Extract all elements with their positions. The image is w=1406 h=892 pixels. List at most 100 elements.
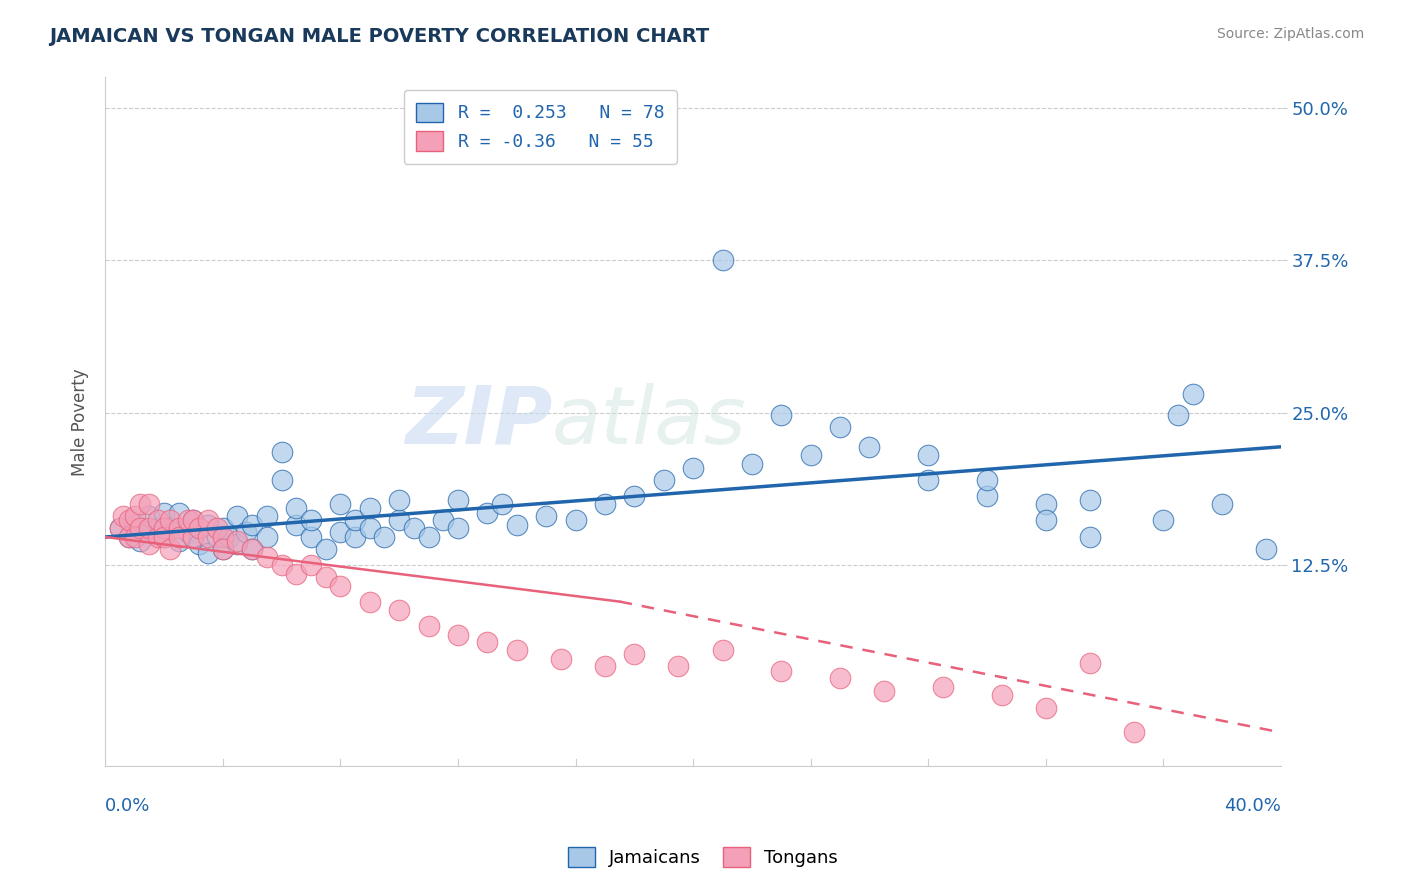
Point	[359, 521, 381, 535]
Point	[418, 619, 440, 633]
Point	[159, 513, 181, 527]
Point	[1211, 497, 1233, 511]
Point	[167, 521, 190, 535]
Point	[388, 493, 411, 508]
Point	[285, 517, 308, 532]
Point	[129, 497, 152, 511]
Point	[211, 521, 233, 535]
Point	[270, 444, 292, 458]
Point	[534, 509, 557, 524]
Point	[1035, 513, 1057, 527]
Point	[218, 530, 240, 544]
Point	[226, 537, 249, 551]
Point	[373, 530, 395, 544]
Point	[711, 643, 734, 657]
Point	[402, 521, 425, 535]
Point	[477, 506, 499, 520]
Point	[167, 506, 190, 520]
Point	[873, 683, 896, 698]
Point	[1256, 542, 1278, 557]
Point	[129, 533, 152, 548]
Point	[108, 521, 131, 535]
Text: atlas: atlas	[553, 383, 747, 461]
Point	[197, 513, 219, 527]
Point	[211, 542, 233, 557]
Point	[226, 509, 249, 524]
Legend: Jamaicans, Tongans: Jamaicans, Tongans	[561, 839, 845, 874]
Point	[138, 521, 160, 535]
Point	[256, 509, 278, 524]
Point	[159, 521, 181, 535]
Text: 40.0%: 40.0%	[1225, 797, 1281, 814]
Point	[990, 689, 1012, 703]
Point	[197, 530, 219, 544]
Point	[211, 530, 233, 544]
Point	[800, 448, 823, 462]
Point	[205, 521, 228, 535]
Point	[770, 664, 793, 678]
Point	[183, 530, 205, 544]
Point	[447, 627, 470, 641]
Point	[256, 549, 278, 564]
Point	[1167, 408, 1189, 422]
Point	[359, 594, 381, 608]
Point	[976, 489, 998, 503]
Point	[138, 509, 160, 524]
Point	[917, 448, 939, 462]
Point	[491, 497, 513, 511]
Point	[1181, 387, 1204, 401]
Point	[129, 521, 152, 535]
Point	[593, 659, 616, 673]
Point	[188, 521, 211, 535]
Point	[299, 513, 322, 527]
Point	[240, 517, 263, 532]
Point	[344, 513, 367, 527]
Point	[682, 460, 704, 475]
Point	[418, 530, 440, 544]
Point	[138, 525, 160, 540]
Point	[388, 513, 411, 527]
Point	[1078, 493, 1101, 508]
Point	[153, 530, 176, 544]
Text: JAMAICAN VS TONGAN MALE POVERTY CORRELATION CHART: JAMAICAN VS TONGAN MALE POVERTY CORRELAT…	[49, 27, 710, 45]
Point	[652, 473, 675, 487]
Point	[240, 542, 263, 557]
Point	[447, 521, 470, 535]
Point	[176, 525, 198, 540]
Point	[183, 513, 205, 527]
Text: Source: ZipAtlas.com: Source: ZipAtlas.com	[1216, 27, 1364, 41]
Point	[159, 542, 181, 557]
Point	[118, 530, 141, 544]
Point	[1078, 530, 1101, 544]
Point	[197, 517, 219, 532]
Point	[138, 537, 160, 551]
Point	[329, 497, 352, 511]
Point	[124, 509, 146, 524]
Point	[315, 542, 337, 557]
Point	[240, 542, 263, 557]
Point	[564, 513, 586, 527]
Point	[285, 500, 308, 515]
Point	[477, 635, 499, 649]
Point	[270, 558, 292, 572]
Point	[146, 513, 169, 527]
Point	[432, 513, 454, 527]
Point	[167, 530, 190, 544]
Text: ZIP: ZIP	[405, 383, 553, 461]
Point	[830, 672, 852, 686]
Point	[506, 643, 529, 657]
Y-axis label: Male Poverty: Male Poverty	[72, 368, 89, 475]
Point	[226, 533, 249, 548]
Point	[118, 513, 141, 527]
Point	[315, 570, 337, 584]
Point	[153, 506, 176, 520]
Point	[623, 647, 645, 661]
Point	[741, 457, 763, 471]
Point	[138, 497, 160, 511]
Point	[932, 680, 955, 694]
Point	[711, 253, 734, 268]
Point	[329, 525, 352, 540]
Point	[285, 566, 308, 581]
Point	[447, 493, 470, 508]
Point	[256, 530, 278, 544]
